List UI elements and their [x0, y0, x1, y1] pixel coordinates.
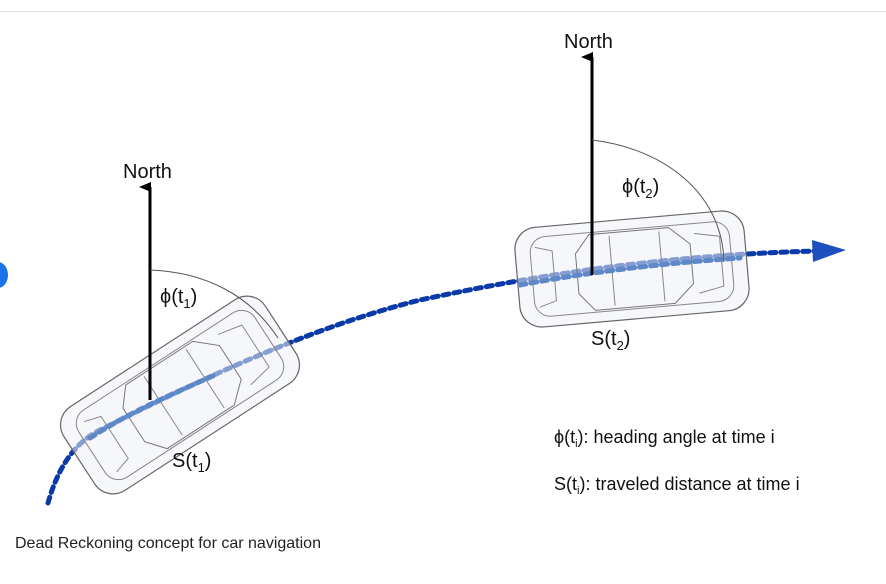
side-indicator-dot[interactable]: [0, 262, 8, 288]
distance-label-1: S(t1): [172, 450, 211, 475]
north-label-1: North: [123, 161, 172, 183]
top-divider: [0, 11, 886, 12]
legend-heading: ϕ(ti): heading angle at time i: [554, 427, 775, 450]
north-label-2: North: [564, 31, 613, 53]
trajectory-path-inside-cars: [87, 255, 743, 441]
figure-caption: Dead Reckoning concept for car navigatio…: [15, 535, 321, 552]
car-1: [59, 295, 301, 495]
trajectory-arrow-head: [812, 240, 846, 262]
heading-label-1: ϕ(t1): [160, 286, 197, 311]
heading-arc-1: [149, 269, 279, 339]
heading-arc-2: [591, 139, 725, 263]
distance-label-2: S(t2): [591, 328, 630, 353]
heading-label-2: ϕ(t2): [622, 176, 659, 201]
legend-distance: S(ti): traveled distance at time i: [554, 474, 800, 497]
